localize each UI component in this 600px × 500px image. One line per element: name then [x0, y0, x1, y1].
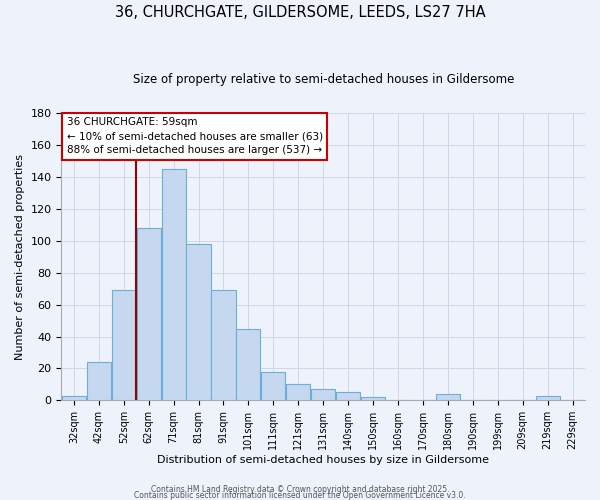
- Bar: [236, 328, 260, 400]
- Title: Size of property relative to semi-detached houses in Gildersome: Size of property relative to semi-detach…: [133, 72, 514, 86]
- Bar: [336, 392, 360, 400]
- Bar: [211, 290, 236, 401]
- Y-axis label: Number of semi-detached properties: Number of semi-detached properties: [15, 154, 25, 360]
- Bar: [112, 290, 136, 401]
- Text: Contains public sector information licensed under the Open Government Licence v3: Contains public sector information licen…: [134, 490, 466, 500]
- Bar: [536, 396, 560, 400]
- Bar: [286, 384, 310, 400]
- Bar: [436, 394, 460, 400]
- Bar: [261, 372, 286, 400]
- Bar: [361, 397, 385, 400]
- Bar: [137, 228, 161, 400]
- Bar: [311, 389, 335, 400]
- Text: 36, CHURCHGATE, GILDERSOME, LEEDS, LS27 7HA: 36, CHURCHGATE, GILDERSOME, LEEDS, LS27 …: [115, 5, 485, 20]
- Text: Contains HM Land Registry data © Crown copyright and database right 2025.: Contains HM Land Registry data © Crown c…: [151, 485, 449, 494]
- Bar: [62, 396, 86, 400]
- Bar: [87, 362, 111, 401]
- Text: 36 CHURCHGATE: 59sqm
← 10% of semi-detached houses are smaller (63)
88% of semi-: 36 CHURCHGATE: 59sqm ← 10% of semi-detac…: [67, 118, 323, 156]
- Bar: [187, 244, 211, 400]
- X-axis label: Distribution of semi-detached houses by size in Gildersome: Distribution of semi-detached houses by …: [157, 455, 489, 465]
- Bar: [161, 169, 185, 400]
